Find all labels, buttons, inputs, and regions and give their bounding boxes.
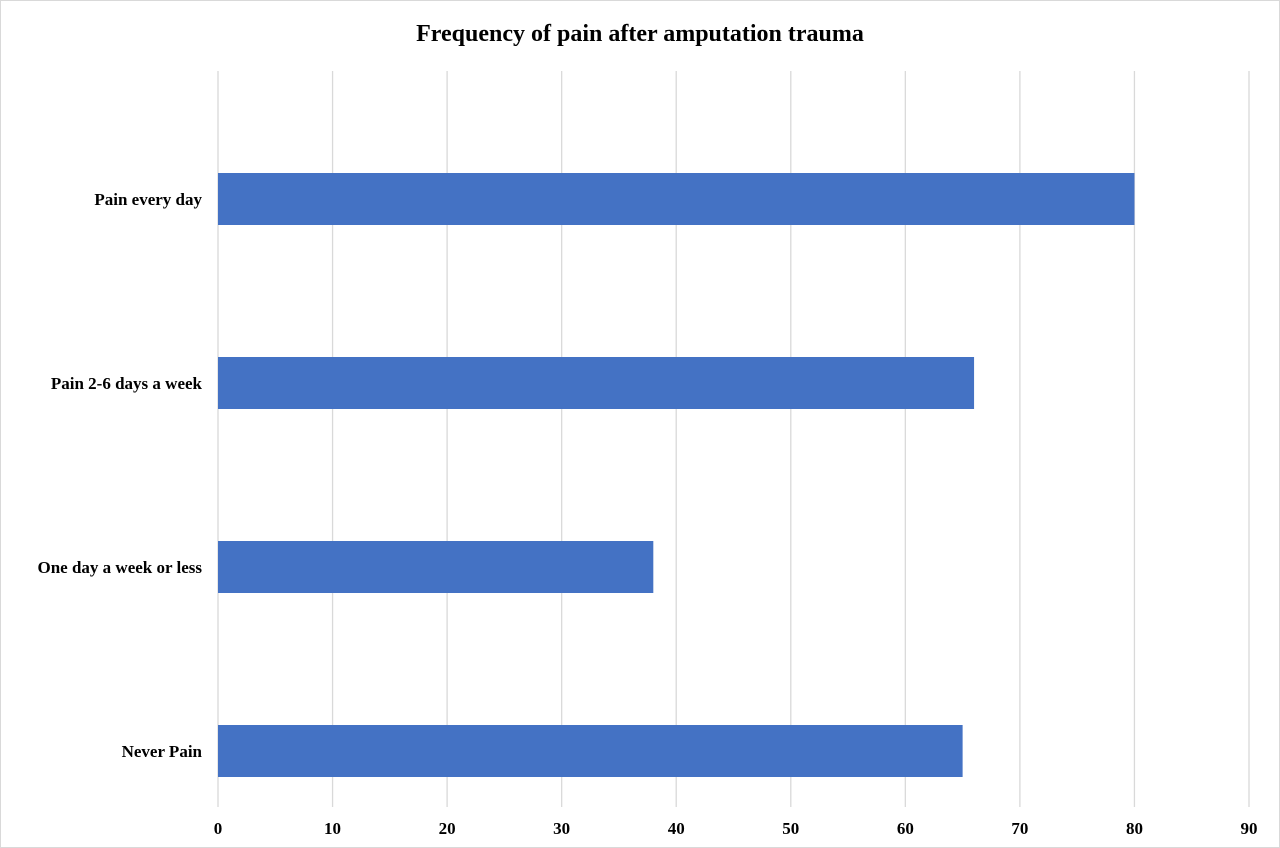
chart-title: Frequency of pain after amputation traum…	[416, 21, 864, 47]
category-label: Pain every day	[94, 190, 202, 209]
x-tick-label: 30	[553, 819, 570, 838]
x-tick-label: 70	[1011, 819, 1028, 838]
x-tick-label: 10	[324, 819, 341, 838]
x-tick-label: 50	[782, 819, 799, 838]
x-tick-label: 40	[668, 819, 685, 838]
bar-pain-every-day	[218, 173, 1135, 225]
bar-pain-2-6-days-a-week	[218, 357, 975, 409]
bar-never-pain	[218, 725, 963, 777]
category-labels: Pain every day Pain 2-6 days a week One da…	[38, 190, 203, 761]
x-tick-label: 60	[897, 819, 914, 838]
bar-one-day-a-week-or-less	[218, 541, 654, 593]
x-tick-label: 90	[1241, 819, 1258, 838]
x-tick-label: 20	[439, 819, 456, 838]
bars	[218, 173, 1135, 777]
category-label: Pain 2-6 days a week	[51, 374, 203, 393]
category-label: One day a week or less	[38, 558, 203, 577]
x-tick-label: 80	[1126, 819, 1143, 838]
category-label: Never Pain	[122, 742, 203, 761]
x-tick-labels: 0 10 20 30 40 50 60 70 80 90	[214, 819, 1258, 838]
x-tick-label: 0	[214, 819, 223, 838]
